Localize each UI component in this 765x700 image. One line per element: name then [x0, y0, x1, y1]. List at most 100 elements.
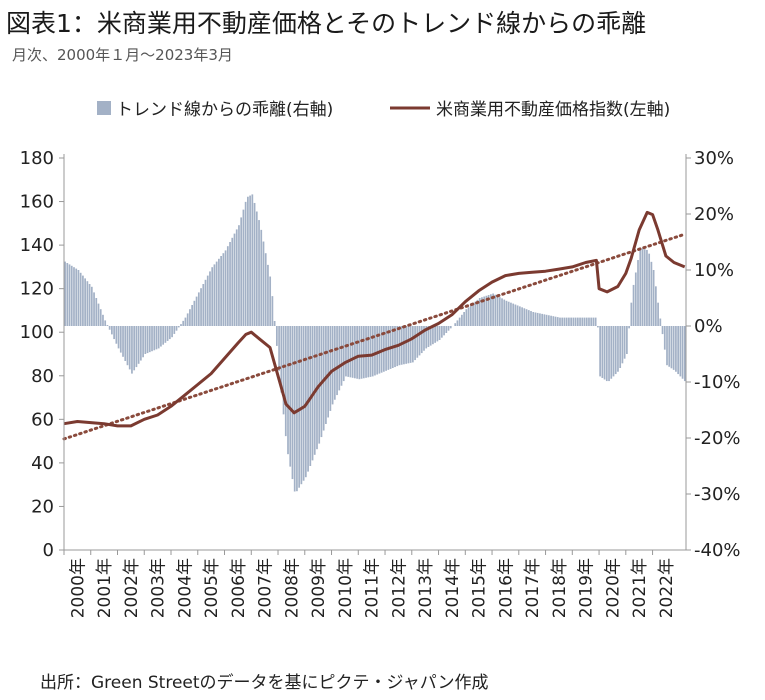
deviation-bar [411, 326, 414, 363]
deviation-bar [164, 326, 167, 343]
deviation-bar [144, 326, 147, 354]
deviation-bar [525, 309, 528, 326]
deviation-bar [547, 315, 550, 326]
deviation-bar [423, 326, 425, 351]
deviation-bar [349, 326, 352, 378]
deviation-bar [628, 326, 630, 329]
deviation-bar [677, 326, 680, 375]
deviation-bar [331, 326, 334, 405]
deviation-bar [675, 326, 677, 372]
deviation-bar [325, 326, 327, 424]
left-tick-label: 180 [20, 148, 54, 169]
deviation-bar [289, 326, 292, 467]
deviation-bar [267, 264, 269, 326]
deviation-bar [652, 270, 655, 326]
deviation-bar [514, 304, 517, 326]
deviation-bar [79, 272, 82, 326]
deviation-bar [291, 326, 294, 480]
deviation-bar [218, 258, 220, 326]
deviation-bar [416, 326, 419, 358]
deviation-bar [175, 326, 178, 331]
deviation-bar [273, 321, 276, 326]
left-tick-label: 120 [20, 279, 54, 300]
deviation-bar [220, 256, 222, 326]
deviation-bar [247, 196, 249, 326]
x-tick-label: 2022年 [657, 558, 677, 618]
deviation-bar [619, 326, 622, 368]
deviation-bar [403, 326, 405, 365]
deviation-bar [108, 326, 111, 330]
deviation-bar [610, 326, 613, 379]
deviation-bar [282, 326, 285, 415]
deviation-bar [177, 326, 180, 328]
x-tick-label: 2018年 [550, 558, 570, 618]
deviation-bar [131, 326, 133, 374]
deviation-bar [222, 253, 225, 326]
deviation-bar [568, 317, 570, 326]
deviation-bar [345, 326, 347, 377]
x-tick-label: 2014年 [443, 558, 463, 618]
x-tick-label: 2001年 [95, 558, 115, 618]
price-line-layer [63, 210, 686, 428]
deviation-bar [634, 272, 637, 326]
deviation-bar [82, 275, 84, 326]
x-tick-label: 2002年 [122, 558, 142, 618]
deviation-bar [663, 326, 666, 350]
x-tick-label: 2021年 [630, 558, 650, 618]
deviation-bar [563, 317, 566, 326]
deviation-bar [534, 312, 537, 326]
deviation-bar [659, 318, 662, 326]
deviation-bar [231, 237, 234, 326]
deviation-bar [240, 217, 243, 326]
deviation-bar [449, 326, 452, 329]
deviation-bar [90, 286, 93, 326]
deviation-bar [162, 326, 165, 345]
deviation-bar [166, 326, 169, 341]
deviation-bar [597, 326, 599, 328]
deviation-bar [623, 326, 626, 359]
deviation-bar [650, 261, 653, 326]
deviation-bar [657, 302, 659, 326]
deviation-bar [298, 326, 301, 488]
deviation-bar [603, 326, 606, 380]
chart-subtitle: 月次、2000年１月～2023年3月 [12, 46, 233, 64]
deviation-bar [456, 320, 459, 326]
deviation-bar [354, 326, 356, 379]
legend-label-deviation: トレンド線からの乖離(右軸) [116, 100, 333, 120]
deviation-bar [244, 201, 247, 326]
right-tick-label: -40% [694, 540, 741, 561]
deviation-bar [672, 326, 675, 370]
deviation-bar [255, 211, 258, 326]
deviation-bar [590, 317, 593, 326]
x-tick-label: 2012年 [389, 558, 409, 618]
deviation-bar [561, 317, 564, 326]
trend-line [62, 232, 687, 441]
deviation-bar [195, 296, 198, 326]
x-tick-label: 2007年 [256, 558, 276, 618]
deviation-bar [269, 276, 272, 326]
deviation-bar [93, 292, 95, 326]
deviation-bar [376, 326, 379, 375]
deviation-bar [436, 326, 439, 342]
deviation-bar [365, 326, 367, 378]
deviation-bar [347, 326, 350, 377]
deviation-bar [171, 326, 173, 338]
deviation-bar [287, 326, 289, 455]
deviation-bar [679, 326, 682, 377]
deviation-bar [302, 326, 305, 481]
deviation-bar [380, 326, 383, 373]
right-tick-label: -10% [694, 372, 741, 393]
right-tick-label: 20% [694, 204, 734, 225]
left-tick-label: 160 [20, 192, 54, 213]
deviation-bar [654, 286, 657, 326]
deviation-bar [211, 267, 214, 326]
deviation-bar [646, 249, 648, 326]
x-tick-label: 2015年 [470, 558, 490, 618]
deviation-bar [521, 307, 523, 326]
x-tick-label: 2000年 [68, 558, 88, 618]
deviation-bar [519, 306, 521, 326]
deviation-bar [148, 326, 151, 353]
deviation-bar [559, 317, 561, 326]
left-tick-label: 60 [31, 409, 54, 430]
x-tick-label: 2009年 [309, 558, 329, 618]
